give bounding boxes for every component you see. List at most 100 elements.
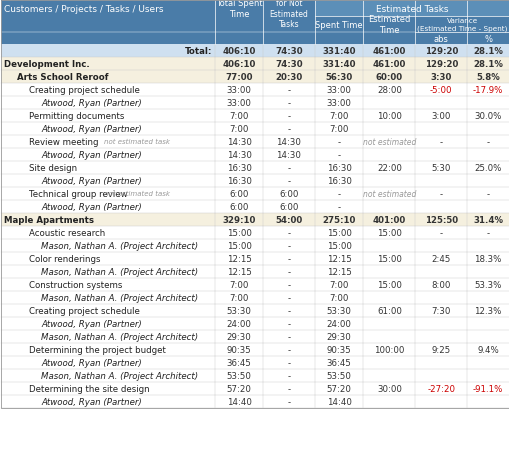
Text: 56:30: 56:30 <box>325 73 352 82</box>
Text: -27:20: -27:20 <box>427 384 455 393</box>
Bar <box>1 395 508 408</box>
Text: 6:00: 6:00 <box>229 190 248 198</box>
Text: Creating project schedule: Creating project schedule <box>29 86 139 95</box>
Text: 25.0%: 25.0% <box>473 164 501 172</box>
Text: -5:00: -5:00 <box>429 86 451 95</box>
Bar <box>1 227 508 239</box>
Bar <box>1 239 508 253</box>
Bar <box>1 1 508 17</box>
Text: 6:00: 6:00 <box>278 190 298 198</box>
Text: 30:00: 30:00 <box>376 384 401 393</box>
Text: abs: abs <box>433 35 448 43</box>
Text: Development Inc.: Development Inc. <box>4 60 90 69</box>
Text: Determining the site design: Determining the site design <box>29 384 149 393</box>
Bar <box>414 33 508 45</box>
Text: -: - <box>287 164 290 172</box>
Text: 53.3%: 53.3% <box>473 280 501 289</box>
Bar <box>1 71 508 84</box>
Text: Atwood, Ryan (Partner): Atwood, Ryan (Partner) <box>41 99 142 108</box>
Text: 15:00: 15:00 <box>227 242 251 250</box>
Text: 8:00: 8:00 <box>431 280 450 289</box>
Text: 53:50: 53:50 <box>227 371 251 380</box>
Text: 12:15: 12:15 <box>326 254 351 263</box>
Text: -: - <box>287 177 290 186</box>
Bar <box>1 382 508 395</box>
Text: 331:40: 331:40 <box>322 60 355 69</box>
Text: 54:00: 54:00 <box>275 216 302 224</box>
Text: 3:30: 3:30 <box>430 73 451 82</box>
Text: Mason, Nathan A. (Project Architect): Mason, Nathan A. (Project Architect) <box>41 332 197 341</box>
Bar <box>1 58 508 71</box>
Text: 7:00: 7:00 <box>229 280 248 289</box>
Text: Spent Time: Spent Time <box>315 20 362 30</box>
Text: 16:30: 16:30 <box>227 177 251 186</box>
Text: 331:40: 331:40 <box>322 47 355 56</box>
Text: -: - <box>287 86 290 95</box>
Bar <box>1 317 508 330</box>
Text: 20:30: 20:30 <box>275 73 302 82</box>
Text: 28.1%: 28.1% <box>472 47 502 56</box>
Text: -: - <box>439 228 442 238</box>
Text: Review meeting: Review meeting <box>29 138 98 147</box>
Text: 15:00: 15:00 <box>326 242 351 250</box>
Text: -: - <box>287 242 290 250</box>
Text: Atwood, Ryan (Partner): Atwood, Ryan (Partner) <box>41 177 142 186</box>
Text: Atwood, Ryan (Partner): Atwood, Ryan (Partner) <box>41 397 142 406</box>
Text: 12:15: 12:15 <box>227 268 251 276</box>
Text: 14:40: 14:40 <box>326 397 351 406</box>
Bar <box>1 17 314 33</box>
Bar <box>1 278 508 291</box>
Text: 2:45: 2:45 <box>431 254 450 263</box>
Text: Customers / Projects / Tasks / Users: Customers / Projects / Tasks / Users <box>4 5 163 14</box>
Text: Mason, Nathan A. (Project Architect): Mason, Nathan A. (Project Architect) <box>41 242 197 250</box>
Bar <box>1 136 508 149</box>
Text: 3:00: 3:00 <box>431 112 450 121</box>
Text: 14:30: 14:30 <box>227 151 251 160</box>
Text: Atwood, Ryan (Partner): Atwood, Ryan (Partner) <box>41 125 142 134</box>
Bar <box>314 17 508 33</box>
Text: Atwood, Ryan (Partner): Atwood, Ryan (Partner) <box>41 151 142 160</box>
Text: 30.0%: 30.0% <box>473 112 501 121</box>
Text: 57:20: 57:20 <box>326 384 351 393</box>
Text: 129:20: 129:20 <box>424 60 457 69</box>
Text: 7:30: 7:30 <box>431 306 450 315</box>
Text: Mason, Nathan A. (Project Architect): Mason, Nathan A. (Project Architect) <box>41 293 197 302</box>
Bar <box>1 175 508 187</box>
Text: -: - <box>337 202 340 212</box>
Text: 6:00: 6:00 <box>229 202 248 212</box>
Text: 16:30: 16:30 <box>227 164 251 172</box>
Text: 61:00: 61:00 <box>376 306 401 315</box>
Text: Permitting documents: Permitting documents <box>29 112 124 121</box>
Text: %: % <box>483 35 491 43</box>
Bar <box>1 123 508 136</box>
Text: 28.1%: 28.1% <box>472 60 502 69</box>
Text: 53:30: 53:30 <box>326 306 351 315</box>
Text: 36:45: 36:45 <box>227 358 251 367</box>
Text: 14:30: 14:30 <box>276 138 301 147</box>
Text: 15:00: 15:00 <box>376 228 401 238</box>
Text: 90:35: 90:35 <box>326 345 351 354</box>
Text: 9:25: 9:25 <box>431 345 450 354</box>
Text: 53:30: 53:30 <box>227 306 251 315</box>
Text: 15:00: 15:00 <box>376 254 401 263</box>
Text: Creating project schedule: Creating project schedule <box>29 306 139 315</box>
Text: Variance
(Estimated Time - Spent): Variance (Estimated Time - Spent) <box>416 18 506 32</box>
Text: 22:00: 22:00 <box>376 164 401 172</box>
Text: -: - <box>287 397 290 406</box>
Text: -: - <box>337 151 340 160</box>
Text: -: - <box>287 228 290 238</box>
Text: -: - <box>287 306 290 315</box>
Text: 7:00: 7:00 <box>329 125 348 134</box>
Text: Acoustic research: Acoustic research <box>29 228 105 238</box>
Text: 90:35: 90:35 <box>227 345 251 354</box>
Text: 406:10: 406:10 <box>222 60 256 69</box>
Text: 29:30: 29:30 <box>326 332 351 341</box>
Text: 77:00: 77:00 <box>225 73 252 82</box>
Text: -: - <box>439 138 442 147</box>
Text: 33:00: 33:00 <box>326 86 351 95</box>
Text: 33:00: 33:00 <box>227 99 251 108</box>
Text: 74:30: 74:30 <box>274 47 302 56</box>
Text: 10:00: 10:00 <box>376 112 401 121</box>
Bar <box>1 45 508 58</box>
Text: 33:00: 33:00 <box>326 99 351 108</box>
